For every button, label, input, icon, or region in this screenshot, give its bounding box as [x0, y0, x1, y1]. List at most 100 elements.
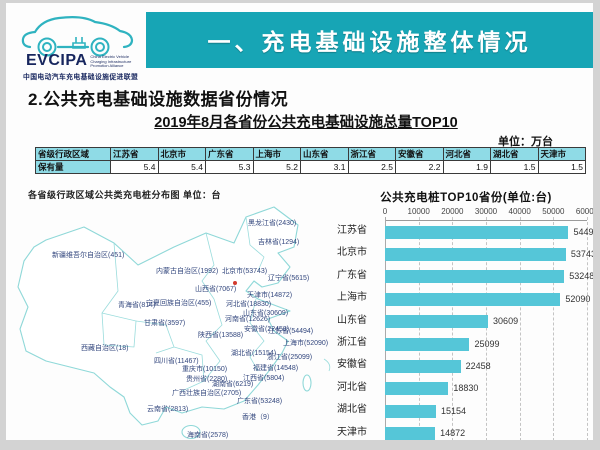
chart-bar: [385, 359, 461, 373]
table-column-header: 北京市: [157, 147, 206, 161]
chart-bar: [385, 292, 561, 306]
map-province-label: 重庆市(10150): [182, 366, 228, 373]
chart-bar-value: 14872: [440, 428, 466, 439]
top10-table: 省级行政区域 江苏省 北京市 广东省 上海市 山东省 浙江省 安徽省 河北省 湖北省 天津市 保有量…: [35, 147, 586, 174]
chart-gridline: [385, 217, 386, 440]
chart-category-label: 浙江省: [337, 337, 367, 348]
table-column-header: 山东省: [300, 147, 349, 161]
chart-bar-value: 22458: [465, 360, 491, 371]
chart-plot: 54494 53743 53248 52090 30609 25099 22458 18830…: [385, 217, 593, 440]
map-title: 各省级行政区域公共类充电桩分布图 单位：台: [28, 190, 222, 200]
table-unit-label: 单位：万台: [498, 136, 553, 148]
brand-english-line: Charging Infrastructure: [90, 58, 132, 64]
map-province-label: 宁夏回族自治区(455): [146, 300, 212, 307]
chart-bar: [385, 270, 565, 284]
brand-text: EVCIPA: [26, 52, 88, 69]
brand-chinese-name: 中国电动汽车充电基础设施促进联盟: [23, 74, 139, 81]
chart-bar: [385, 337, 470, 351]
section-title: 2.公共充电基础设施数据省份情况: [28, 90, 289, 109]
table-column-header: 浙江省: [347, 147, 396, 161]
map-province-label: 安徽省(22458): [244, 326, 290, 333]
title-banner: 一、充电基础设施整体情况: [146, 12, 593, 68]
map-province-label: 西藏自治区(18): [81, 345, 129, 352]
table-title: 2019年8月各省份公共充电基础设施总量TOP10: [154, 115, 458, 131]
chart-axis-tick: 10000: [407, 207, 430, 216]
chart-bar: [385, 247, 566, 261]
map-province-label: 甘肃省(3597): [144, 320, 186, 327]
map-province-label: 江西省(5804): [243, 375, 285, 382]
table-column-header: 河北省: [442, 147, 491, 161]
table-header-row: 省级行政区域 江苏省 北京市 广东省 上海市 山东省 浙江省 安徽省 河北省 湖北省 天津市: [35, 147, 586, 161]
map-province-label: 青海省(814): [118, 302, 156, 309]
table-cell-value: 5.4: [157, 160, 206, 174]
table-corner-header: 省级行政区域: [35, 147, 111, 161]
china-map-outline-icon: [17, 206, 331, 440]
chart-bar: [385, 225, 569, 239]
map-province-label: 山西省(7067): [195, 286, 237, 293]
map-province-label: 海南省(2578): [187, 432, 229, 439]
chart-title: 公共充电桩TOP10省份(单位:台): [380, 192, 552, 204]
chart-axis-tick: 20000: [441, 207, 464, 216]
chart-bar-value: 53743: [570, 248, 593, 259]
map-province-label: 辽宁省(5615): [268, 275, 310, 282]
map-province-label: 香港（9）: [242, 414, 274, 421]
table-cell-value: 5.4: [110, 160, 159, 174]
chart-bar-value: 52090: [565, 293, 591, 304]
map-province-label: 北京市(53743): [222, 268, 268, 275]
table-cell-value: 2.2: [395, 160, 444, 174]
map-province-label: 上海市(52090): [283, 340, 329, 347]
map-province-label: 山东省(30609): [243, 310, 289, 317]
map-province-label: 陕西省(13588): [198, 332, 244, 339]
table-cell-value: 1.5: [490, 160, 539, 174]
chart-bar: [385, 404, 437, 418]
chart-category-label: 湖北省: [337, 404, 367, 416]
table-column-header: 上海市: [252, 147, 301, 161]
table-value-row: 保有量 5.4 5.4 5.3 5.2 3.1 2.5 2.2 1.9 1.5 1.5: [35, 160, 586, 174]
beijing-capital-marker: [233, 281, 237, 285]
slide: EVCIPA China Electric Vehicle Charging I…: [6, 3, 593, 440]
map-province-label: 天津市(14872): [247, 292, 293, 299]
chart-gridline: [587, 217, 588, 440]
chart-axis-tick: 50000: [542, 207, 565, 216]
chart-axis-tick: 40000: [508, 207, 531, 216]
chart-gridline: [452, 217, 454, 440]
map-province-label: 新疆维吾尔自治区(451): [52, 252, 125, 259]
map-province-label: 江苏省(54494): [268, 328, 314, 335]
chart-axis-tick: 60000: [575, 207, 593, 216]
table-cell-value: 3.1: [300, 160, 349, 174]
table-cell-value: 1.5: [537, 160, 586, 174]
china-map: 黑龙江省(2430) 吉林省(1294) 辽宁省(5615) 内蒙古自治区(1992)…: [6, 195, 342, 440]
ev-car-logo-icon: [21, 16, 134, 57]
map-province-label: 黑龙江省(2430): [248, 220, 297, 227]
map-province-label: 浙江省(25099): [267, 354, 313, 361]
table-column-header: 广东省: [205, 147, 254, 161]
table-row-header: 保有量: [35, 160, 111, 174]
chart-category-label: 广东省: [337, 269, 367, 281]
top10-bar-chart: 公共充电桩TOP10省份(单位:台) 0 10000 20000 30000 40000…: [333, 189, 593, 440]
map-province-label: 吉林省(1294): [258, 239, 300, 246]
map-province-label: 四川省(11467): [154, 358, 199, 365]
chart-bar-value: 15154: [441, 405, 467, 416]
table-cell-value: 2.5: [347, 160, 396, 174]
chart-category-label: 山东省: [337, 314, 367, 326]
map-province-label: 湖南省(6219): [212, 381, 254, 388]
table-column-header: 湖北省: [490, 147, 539, 161]
chart-axis-tick: 0: [382, 207, 388, 216]
chart-category-label: 安徽省: [337, 359, 367, 371]
chart-category-label: 天津市: [337, 426, 367, 438]
map-province-label: 河北省(18830): [226, 301, 272, 308]
chart-bar-value: 53248: [569, 271, 593, 282]
map-province-label: 福建省(14548): [253, 365, 299, 372]
chart-axis: 0 10000 20000 30000 40000 50000 60000: [382, 207, 593, 217]
chart-gridline: [486, 217, 487, 440]
map-province-label: 河南省(12626): [225, 316, 271, 323]
chart-category-label: 上海市: [337, 292, 367, 304]
chart-bar-value: 30609: [493, 316, 519, 327]
brand-english-subtext: China Electric Vehicle Charging Infrastr…: [90, 53, 131, 69]
chart-bar: [385, 382, 449, 396]
map-province-label: 广东省(53248): [237, 398, 283, 405]
table-column-header: 安徽省: [395, 147, 444, 161]
brand-english-line: Promotion Alliance: [90, 63, 124, 68]
chart-gridline: [553, 217, 555, 440]
table-cell-value: 1.9: [442, 160, 491, 174]
